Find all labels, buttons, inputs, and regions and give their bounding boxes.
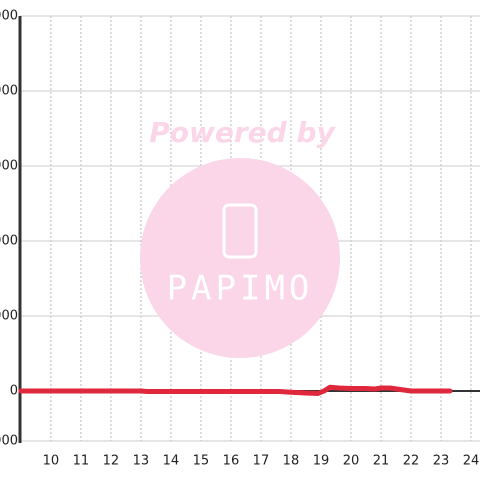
y-tick-label: 0	[10, 384, 18, 399]
y-tick-label: 60,000	[0, 234, 18, 249]
watermark-phone	[222, 203, 258, 259]
x-tick-label: 19	[313, 454, 330, 469]
x-tick-label: 24	[463, 454, 480, 469]
x-tick-label: 13	[133, 454, 150, 469]
y-tick-label: 150,000	[0, 9, 18, 24]
watermark-text: Powered by	[149, 116, 336, 149]
x-tick-label: 17	[253, 454, 270, 469]
x-tick-label: 23	[433, 454, 450, 469]
x-tick-label: 15	[193, 454, 210, 469]
y-tick-label: -20,000	[0, 434, 18, 449]
x-tick-label: 12	[103, 454, 120, 469]
data-line	[18, 384, 453, 396]
x-tick-label: 21	[373, 454, 390, 469]
y-tick-label: 120,000	[0, 84, 18, 99]
x-tick-label: 16	[223, 454, 240, 469]
x-tick-label: 18	[283, 454, 300, 469]
x-tick-label: 10	[43, 454, 60, 469]
x-tick-label: 20	[343, 454, 360, 469]
x-tick-label: 22	[403, 454, 420, 469]
y-tick-label: 90,000	[0, 159, 18, 174]
watermark: Powered by PAPIMO	[140, 116, 340, 358]
x-tick-label: 11	[73, 454, 90, 469]
x-tick-label: 14	[163, 454, 180, 469]
y-tick-label: 30,000	[0, 309, 18, 324]
watermark-logo: PAPIMO	[167, 269, 314, 309]
